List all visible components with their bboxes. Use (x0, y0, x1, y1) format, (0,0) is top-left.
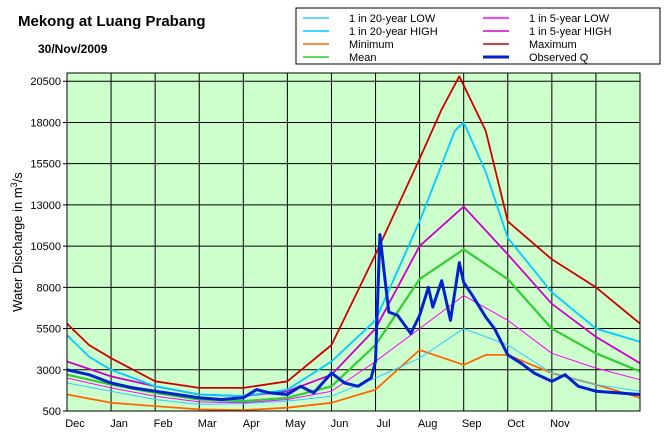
legend-label-minimum: Minimum (349, 39, 394, 51)
x-tick-label: Sep (462, 418, 482, 430)
y-tick-label: 13000 (30, 200, 61, 212)
legend-label-rp5-low: 1 in 5-year LOW (529, 13, 610, 25)
x-tick-label: Oct (507, 418, 524, 430)
y-axis-ticks: 500 3000 5500 8000 10500 13000 15500 18000 20500 (30, 76, 67, 418)
legend-box (295, 7, 661, 65)
x-tick-label: Apr (243, 418, 260, 430)
x-tick-label: Dec (65, 418, 85, 430)
series-line-minimum (66, 349, 641, 412)
plot-area (66, 72, 641, 412)
x-tick-label: Jun (331, 418, 349, 430)
series-line-rp5-low (66, 295, 641, 404)
y-tick-label: 15500 (30, 159, 61, 171)
legend-items: 1 in 20-year LOW 1 in 5-year LOW 1 in 20-y… (303, 13, 612, 64)
legend-label-maximum: Maximum (529, 39, 577, 51)
x-tick-label: Aug (418, 418, 438, 430)
x-tick-label: Mar (198, 418, 217, 430)
series-line-observed (66, 233, 641, 401)
y-tick-label: 500 (43, 406, 61, 418)
plot-frame (66, 72, 641, 412)
y-tick-label: 5500 (37, 324, 61, 336)
x-tick-label: Nov (550, 418, 570, 430)
chart-title: Mekong at Luang Prabang (18, 13, 206, 30)
legend-label-mean: Mean (349, 52, 377, 64)
series-line-rp20-low (66, 328, 641, 405)
y-tick-label: 20500 (30, 76, 61, 88)
y-tick-label: 18000 (30, 117, 61, 129)
x-tick-label: Jul (377, 418, 391, 430)
series-line-mean (66, 248, 641, 403)
y-tick-label: 3000 (37, 365, 61, 377)
x-tick-label: Jan (110, 418, 128, 430)
chart-date: 30/Nov/2009 (38, 42, 108, 56)
series-layer (66, 75, 641, 412)
legend-label-rp5-high: 1 in 5-year HIGH (529, 26, 612, 38)
legend-label-rp20-low: 1 in 20-year LOW (349, 13, 436, 25)
x-tick-label: Feb (154, 418, 173, 430)
grid-lines (67, 73, 640, 411)
y-axis-label: Water Discharge in m3/s (9, 172, 25, 312)
x-axis-ticks: Dec Jan Feb Mar Apr May Jun Jul Aug Sep Oct Nov (65, 418, 570, 430)
y-tick-label: 10500 (30, 241, 61, 253)
legend-label-observed: Observed Q (529, 52, 589, 64)
legend: 1 in 20-year LOW 1 in 5-year LOW 1 in 20-y… (295, 7, 661, 65)
legend-label-rp20-high: 1 in 20-year HIGH (349, 26, 438, 38)
series-line-maximum (66, 75, 641, 389)
y-tick-label: 8000 (37, 282, 61, 294)
x-tick-label: May (285, 418, 306, 430)
